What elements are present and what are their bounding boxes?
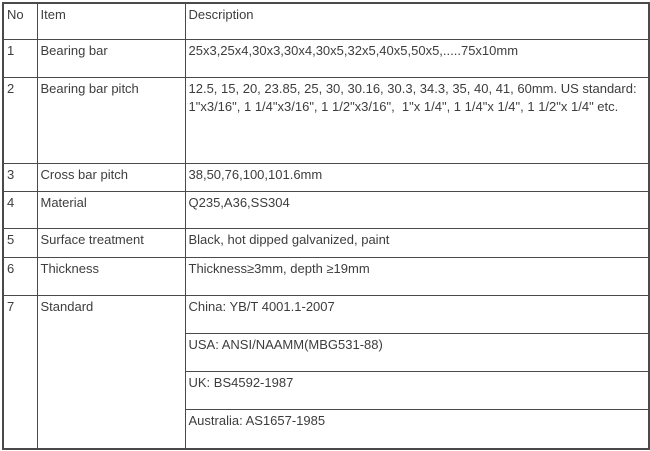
table-row: 3 Cross bar pitch 38,50,76,100,101.6mm bbox=[2, 162, 650, 192]
cell-description: Black, hot dipped galvanized, paint bbox=[184, 227, 650, 258]
cell-no: 5 bbox=[2, 227, 38, 258]
cell-description-standard-china: China: YB/T 4001.1-2007 bbox=[184, 294, 650, 334]
table-header-row: No Item Description bbox=[2, 2, 650, 40]
cell-item: Thickness bbox=[36, 256, 186, 296]
cell-description: 25x3,25x4,30x3,30x4,30x5,32x5,40x5,50x5,… bbox=[184, 38, 650, 78]
cell-item: Bearing bar pitch bbox=[36, 76, 186, 164]
cell-description: Thickness≥3mm, depth ≥19mm bbox=[184, 256, 650, 296]
column-header-item: Item bbox=[36, 2, 186, 40]
table-row: 7 Standard China: YB/T 4001.1-2007 bbox=[2, 294, 650, 450]
cell-description: Q235,A36,SS304 bbox=[184, 190, 650, 229]
column-header-description: Description bbox=[184, 2, 650, 40]
cell-no: 1 bbox=[2, 38, 38, 78]
cell-no: 6 bbox=[2, 256, 38, 296]
table-row: 5 Surface treatment Black, hot dipped ga… bbox=[2, 227, 650, 258]
cell-no: 2 bbox=[2, 76, 38, 164]
column-header-no: No bbox=[2, 2, 38, 40]
cell-item: Surface treatment bbox=[36, 227, 186, 258]
table-row: 2 Bearing bar pitch 12.5, 15, 20, 23.85,… bbox=[2, 76, 650, 164]
cell-description: 12.5, 15, 20, 23.85, 25, 30, 30.16, 30.3… bbox=[184, 76, 650, 164]
cell-item: Bearing bar bbox=[36, 38, 186, 78]
table-subrow: Australia: AS1657-1985 bbox=[3, 408, 650, 450]
cell-description-standard-australia: Australia: AS1657-1985 bbox=[184, 408, 650, 450]
cell-item: Standard bbox=[36, 294, 186, 450]
table-row: 6 Thickness Thickness≥3mm, depth ≥19mm bbox=[2, 256, 650, 296]
cell-description-standard-usa: USA: ANSI/NAAMM(MBG531-88) bbox=[184, 332, 650, 372]
cell-no: 4 bbox=[2, 190, 38, 229]
table-subrow: USA: ANSI/NAAMM(MBG531-88) bbox=[3, 332, 650, 372]
cell-no: 3 bbox=[2, 162, 38, 192]
table-row: 4 Material Q235,A36,SS304 bbox=[2, 190, 650, 229]
cell-no: 7 bbox=[2, 294, 38, 450]
cell-description-standard-uk: UK: BS4592-1987 bbox=[184, 370, 650, 410]
cell-item: Cross bar pitch bbox=[36, 162, 186, 192]
table-row: 1 Bearing bar 25x3,25x4,30x3,30x4,30x5,3… bbox=[2, 38, 650, 78]
table-subrow: UK: BS4592-1987 bbox=[3, 370, 650, 410]
cell-description: 38,50,76,100,101.6mm bbox=[184, 162, 650, 192]
cell-item: Material bbox=[36, 190, 186, 229]
